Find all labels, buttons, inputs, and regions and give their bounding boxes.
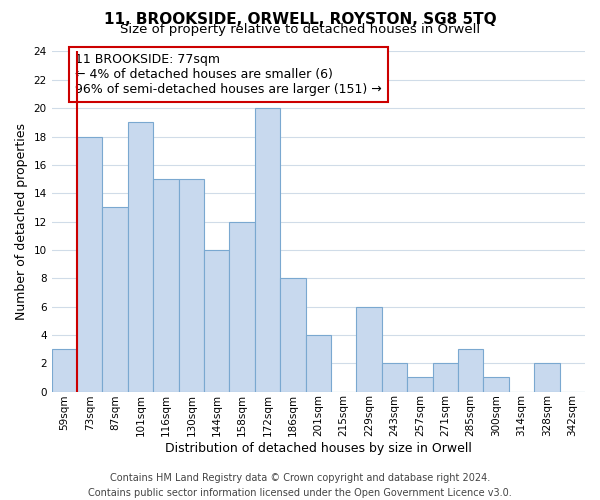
Bar [356, 306, 382, 392]
Bar [103, 208, 128, 392]
Bar [458, 349, 484, 392]
Text: Size of property relative to detached houses in Orwell: Size of property relative to detached ho… [120, 22, 480, 36]
Bar [153, 179, 179, 392]
Bar [77, 136, 103, 392]
Bar [128, 122, 153, 392]
Bar [255, 108, 280, 392]
Bar [52, 349, 77, 392]
Bar [280, 278, 305, 392]
Bar [407, 378, 433, 392]
Bar [179, 179, 204, 392]
Bar [382, 363, 407, 392]
Text: Contains HM Land Registry data © Crown copyright and database right 2024.
Contai: Contains HM Land Registry data © Crown c… [88, 472, 512, 498]
Bar [204, 250, 229, 392]
X-axis label: Distribution of detached houses by size in Orwell: Distribution of detached houses by size … [165, 442, 472, 455]
Bar [433, 363, 458, 392]
Text: 11 BROOKSIDE: 77sqm
← 4% of detached houses are smaller (6)
96% of semi-detached: 11 BROOKSIDE: 77sqm ← 4% of detached hou… [75, 53, 382, 96]
Bar [305, 335, 331, 392]
Bar [229, 222, 255, 392]
Bar [484, 378, 509, 392]
Text: 11, BROOKSIDE, ORWELL, ROYSTON, SG8 5TQ: 11, BROOKSIDE, ORWELL, ROYSTON, SG8 5TQ [104, 12, 496, 28]
Y-axis label: Number of detached properties: Number of detached properties [15, 123, 28, 320]
Bar [534, 363, 560, 392]
